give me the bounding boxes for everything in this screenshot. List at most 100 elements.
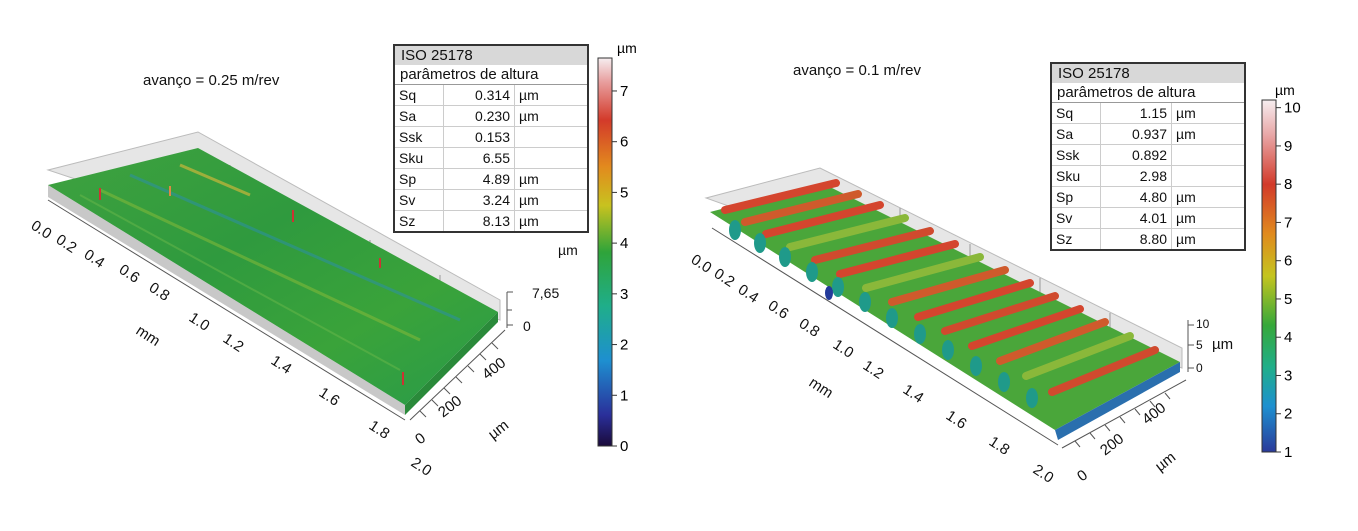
table-cell-unit: µm [519, 192, 539, 208]
x-tick-right-10: 2.0 [1030, 461, 1057, 487]
table-cell-param: Sv [1052, 208, 1101, 228]
table-cell-value: 2.98 [1101, 166, 1172, 186]
table-row: Sz 8.80 µm [1052, 229, 1244, 249]
table-cell-param: Sq [395, 85, 444, 105]
table-row: Sa 0.230 µm [395, 106, 587, 127]
colorbar-tick-label: 7 [620, 83, 628, 100]
y-tick-left-1: 200 [435, 392, 465, 421]
table-cell-param: Sz [1052, 229, 1101, 249]
colorbar-tick-label: 5 [620, 184, 628, 201]
colorbar-tick-label: 5 [1284, 291, 1292, 308]
y-axis-label-right: µm [1152, 449, 1179, 475]
surface-top [48, 148, 498, 405]
table-cell-param: Sku [395, 148, 444, 168]
x-tick-right-6: 1.2 [860, 357, 887, 383]
x-tick-left-7: 1.4 [268, 352, 295, 378]
z-tick-right-1: 5 [1196, 338, 1203, 352]
x-tick-left-5: 1.0 [186, 309, 213, 335]
y-tick-right-1: 200 [1097, 430, 1127, 459]
table-cell-unit: µm [1176, 105, 1196, 121]
colorbar-tick-label: 6 [620, 134, 628, 151]
table-row: Sv 3.24 µm [395, 190, 587, 211]
table-cell-param: Sz [395, 211, 444, 231]
table-cell-value: 0.937 [1101, 124, 1172, 144]
x-tick-right-0: 0.0 [688, 251, 715, 277]
x-tick-left-8: 1.6 [316, 384, 343, 410]
x-tick-right-3: 0.6 [765, 297, 792, 323]
iso-table-right: ISO 25178 parâmetros de altura Sq 1.15 µm S… [1050, 62, 1246, 251]
table-cell-unit [1172, 166, 1176, 186]
table-row: Sv 4.01 µm [1052, 208, 1244, 229]
colorbar-tick-label: 6 [1284, 253, 1292, 270]
z-tick-right-2: 0 [1196, 361, 1203, 375]
colorbar-unit-left: µm [617, 40, 637, 56]
colorbar-tick-label: 10 [1284, 100, 1301, 117]
x-tick-left-9: 1.8 [366, 417, 393, 443]
table-cell-value: 6.55 [444, 148, 515, 168]
x-tick-left-2: 0.4 [81, 246, 108, 272]
table-cell-value: 4.89 [444, 169, 515, 189]
table-cell-value: 3.24 [444, 190, 515, 210]
table-cell-param: Sp [395, 169, 444, 189]
colorbar-tick-label: 2 [620, 337, 628, 354]
colorbar-left [597, 57, 613, 447]
colorbar-tick-label: 8 [1284, 176, 1292, 193]
x-tick-right-1: 0.2 [711, 265, 738, 291]
x-tick-left-1: 0.2 [53, 231, 80, 257]
extra-unit-label-left: µm [558, 242, 578, 258]
z-tick-left-1: 0 [523, 318, 531, 334]
x-tick-right-4: 0.8 [796, 315, 823, 341]
table-cell-unit: µm [1176, 210, 1196, 226]
x-tick-left-0: 0.0 [28, 217, 55, 243]
table-cell-value: 8.13 [444, 211, 515, 231]
table-header: ISO 25178 [1052, 64, 1244, 83]
x-tick-right-7: 1.4 [900, 381, 927, 407]
table-header: ISO 25178 [395, 46, 587, 65]
colorbar-tick-label: 7 [1284, 214, 1292, 231]
colorbar-tick-label: 3 [620, 286, 628, 303]
z-tick-left-0: 7,65 [532, 285, 559, 301]
table-cell-param: Ssk [1052, 145, 1101, 165]
table-row: Sp 4.89 µm [395, 169, 587, 190]
y-axis-label-left: µm [485, 417, 512, 443]
y-tick-right-0: 0 [1074, 467, 1091, 486]
y-tick-left-0: 0 [412, 430, 429, 449]
table-row: Sz 8.13 µm [395, 211, 587, 231]
table-cell-param: Sa [395, 106, 444, 126]
table-cell-param: Sp [1052, 187, 1101, 207]
colorbar-tick-label: 3 [1284, 367, 1292, 384]
table-row: Sa 0.937 µm [1052, 124, 1244, 145]
table-row: Ssk 0.892 [1052, 145, 1244, 166]
table-cell-unit: µm [519, 171, 539, 187]
colorbar-unit-right: µm [1275, 82, 1295, 98]
table-cell-value: 4.80 [1101, 187, 1172, 207]
table-cell-value: 8.80 [1101, 229, 1172, 249]
x-tick-right-8: 1.6 [943, 407, 970, 433]
colorbar-tick-label: 1 [1284, 444, 1292, 461]
table-cell-value: 4.01 [1101, 208, 1172, 228]
iso-table-left: ISO 25178 parâmetros de altura Sq 0.314 µm… [393, 44, 589, 233]
colorbar-tick-label: 4 [620, 235, 628, 252]
table-cell-unit: µm [519, 213, 539, 229]
x-tick-left-3: 0.6 [116, 261, 143, 287]
colorbar-tick-label: 9 [1284, 138, 1292, 155]
x-axis-label-right: mm [806, 374, 836, 402]
table-cell-unit: µm [1176, 126, 1196, 142]
table-cell-value: 0.153 [444, 127, 515, 147]
table-cell-value: 1.15 [1101, 103, 1172, 123]
table-cell-unit: µm [1176, 231, 1196, 247]
table-cell-unit [515, 127, 519, 147]
table-cell-unit: µm [519, 87, 539, 103]
table-cell-param: Ssk [395, 127, 444, 147]
z-axis-label-right: µm [1212, 336, 1233, 353]
table-cell-value: 0.892 [1101, 145, 1172, 165]
y-tick-left-2: 400 [479, 354, 509, 383]
colorbar-right [1261, 99, 1277, 453]
table-subheader: parâmetros de altura [395, 65, 587, 85]
table-row: Sq 0.314 µm [395, 85, 587, 106]
table-cell-param: Sq [1052, 103, 1101, 123]
table-cell-param: Sv [395, 190, 444, 210]
table-cell-unit [515, 148, 519, 168]
table-cell-value: 0.314 [444, 85, 515, 105]
table-cell-param: Sa [1052, 124, 1101, 144]
